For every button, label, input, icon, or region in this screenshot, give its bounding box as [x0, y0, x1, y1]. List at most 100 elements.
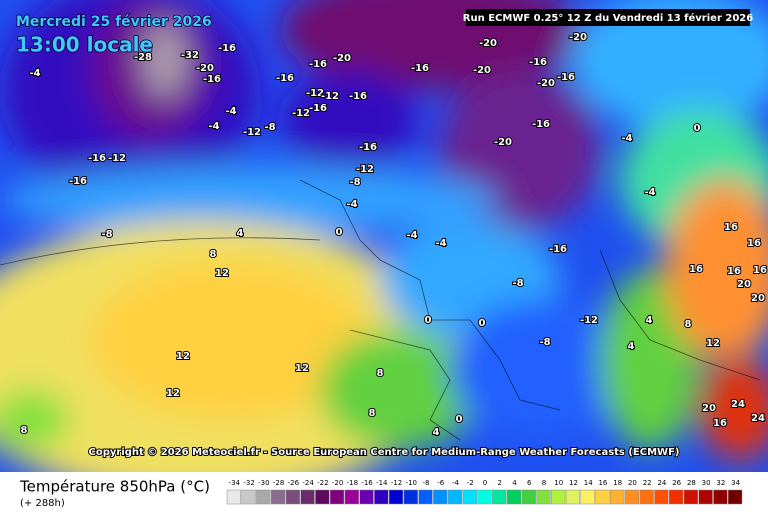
- contour-label: -32: [181, 50, 199, 61]
- scale-label: -20: [332, 479, 343, 487]
- scale-cell: [698, 489, 713, 505]
- contour-label: -16: [276, 73, 294, 84]
- scale-cell: [315, 489, 330, 505]
- scale-cell: [433, 489, 448, 505]
- contour-label: 8: [377, 368, 384, 379]
- contour-label: 8: [210, 249, 217, 260]
- contour-label: -16: [203, 74, 221, 85]
- contour-label: -16: [218, 43, 236, 54]
- scale-cell: [654, 489, 669, 505]
- scale-label: -8: [423, 479, 430, 487]
- scale-label: 6: [527, 479, 532, 487]
- contour-label: 0: [456, 414, 463, 425]
- scale-label: -28: [273, 479, 284, 487]
- scale-cell: [595, 489, 610, 505]
- contour-label: -20: [196, 63, 214, 74]
- scale-cell: [462, 489, 477, 505]
- contour-label: -4: [208, 121, 219, 132]
- contour-label: 16: [747, 238, 761, 249]
- contour-label: -16: [532, 119, 550, 130]
- contour-label: 24: [731, 399, 745, 410]
- scale-label: -18: [347, 479, 358, 487]
- contour-label: 0: [336, 227, 343, 238]
- contour-label: 20: [751, 293, 765, 304]
- scale-label: 12: [569, 479, 578, 487]
- contour-label: -16: [529, 57, 547, 68]
- contour-label: -20: [473, 65, 491, 76]
- contour-label: -16: [349, 91, 367, 102]
- scale-cell: [241, 489, 256, 505]
- scale-cell: [285, 489, 300, 505]
- scale-cell: [403, 489, 418, 505]
- scale-cell: [610, 489, 625, 505]
- contour-label: -16: [359, 142, 377, 153]
- scale-label: 20: [628, 479, 637, 487]
- contour-label: -28: [134, 52, 152, 63]
- contour-label: 16: [724, 222, 738, 233]
- contour-label: 4: [433, 427, 440, 438]
- contour-label: 12: [166, 388, 180, 399]
- scale-cell: [388, 489, 404, 505]
- contour-label: -20: [333, 53, 351, 64]
- scale-label: -6: [437, 479, 445, 487]
- contour-label: -16: [557, 72, 575, 83]
- scale-label: -12: [391, 479, 402, 487]
- contour-label: -16: [88, 153, 106, 164]
- scale-label: 8: [542, 479, 546, 487]
- scale-cell: [536, 489, 551, 505]
- scale-label: 30: [702, 479, 711, 487]
- contour-label: 0: [479, 318, 486, 329]
- contour-label: -4: [621, 133, 632, 144]
- contour-label: -16: [309, 103, 327, 114]
- contour-label: -12: [580, 315, 598, 326]
- scale-cell: [713, 489, 728, 505]
- contour-label: 8: [369, 408, 376, 419]
- contour-label: -8: [539, 337, 550, 348]
- contour-label: -8: [512, 278, 523, 289]
- run-box: [466, 9, 750, 26]
- temperature-field: [0, 0, 768, 472]
- scale-cell: [418, 489, 433, 505]
- contour-labels: -4-28 -32-16-20-16 -16-16-20-12-16-16-20-1…: [20, 31, 768, 439]
- scale-label: 2: [498, 479, 502, 487]
- contour-label: -8: [264, 122, 275, 133]
- scale-cell: [506, 489, 522, 505]
- scale-label: -4: [452, 479, 460, 487]
- contour-label: 12: [295, 363, 309, 374]
- contour-label: -4: [644, 187, 655, 198]
- scale-label: 32: [716, 479, 725, 487]
- contour-label: -16: [549, 244, 567, 255]
- scale-label: -34: [229, 479, 241, 487]
- legend-lead: (+ 288h): [20, 498, 65, 509]
- contour-label: -20: [569, 32, 587, 43]
- color-scale: -34 -32 -30 -28 -26 -24 -22 -20 -18 -16 -14 -12 -10-…: [226, 479, 743, 505]
- contour-label: -8: [349, 177, 360, 188]
- scale-label: -2: [467, 479, 474, 487]
- scale-label: -30: [258, 479, 269, 487]
- scale-cell: [492, 489, 507, 505]
- contour-label: 0: [425, 315, 432, 326]
- contour-label: -20: [494, 137, 512, 148]
- scale-label: 16: [598, 479, 607, 487]
- scale-label: 34: [731, 479, 740, 487]
- scale-label: 22: [643, 479, 652, 487]
- scale-label: -26: [288, 479, 300, 487]
- scale-cell: [683, 489, 699, 505]
- scale-label: 4: [512, 479, 517, 487]
- scale-cell: [728, 489, 743, 505]
- scale-cell: [359, 489, 374, 505]
- run-info: Run ECMWF 0.25° 12 Z du Vendredi 13 févr…: [463, 12, 753, 24]
- legend-title: Température 850hPa (°C): [19, 478, 210, 496]
- contour-label: 12: [706, 338, 720, 349]
- contour-label: 24: [751, 413, 765, 424]
- scale-label: -14: [376, 479, 388, 487]
- scale-label: -32: [243, 479, 254, 487]
- scale-cell: [374, 489, 389, 505]
- contour-label: 4: [646, 315, 653, 326]
- contour-label: 4: [237, 228, 244, 239]
- contour-label: -12: [306, 88, 324, 99]
- contour-label: -12: [321, 91, 339, 102]
- contour-label: -4: [29, 68, 40, 79]
- contour-label: 8: [685, 319, 692, 330]
